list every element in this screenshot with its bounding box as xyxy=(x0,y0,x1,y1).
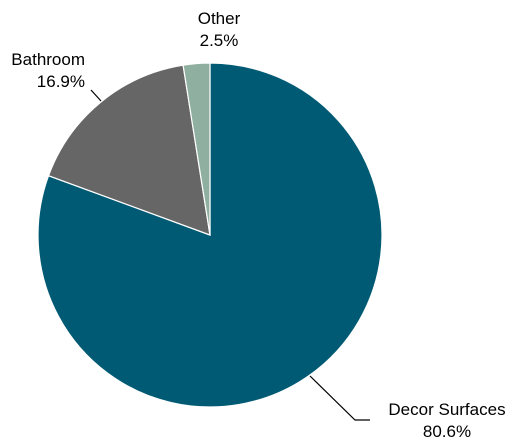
slice-value-other: 2.5% xyxy=(200,31,239,50)
pie-slice-bathroom xyxy=(47,64,211,236)
pie-slices xyxy=(37,62,383,408)
slice-value-decor-surfaces: 80.6% xyxy=(423,422,471,441)
pie-slice-other xyxy=(182,62,211,236)
slice-labels: Other 2.5% Bathroom 16.9% Decor Surfaces… xyxy=(11,9,505,441)
leader-line-bathroom xyxy=(90,89,102,102)
leader-lines xyxy=(90,89,370,421)
slice-value-bathroom: 16.9% xyxy=(37,72,85,91)
leader-line-decor-surfaces xyxy=(309,375,370,421)
slice-label-other: Other xyxy=(198,9,241,28)
slice-label-bathroom: Bathroom xyxy=(11,50,85,69)
slice-label-decor-surfaces: Decor Surfaces xyxy=(388,400,505,419)
